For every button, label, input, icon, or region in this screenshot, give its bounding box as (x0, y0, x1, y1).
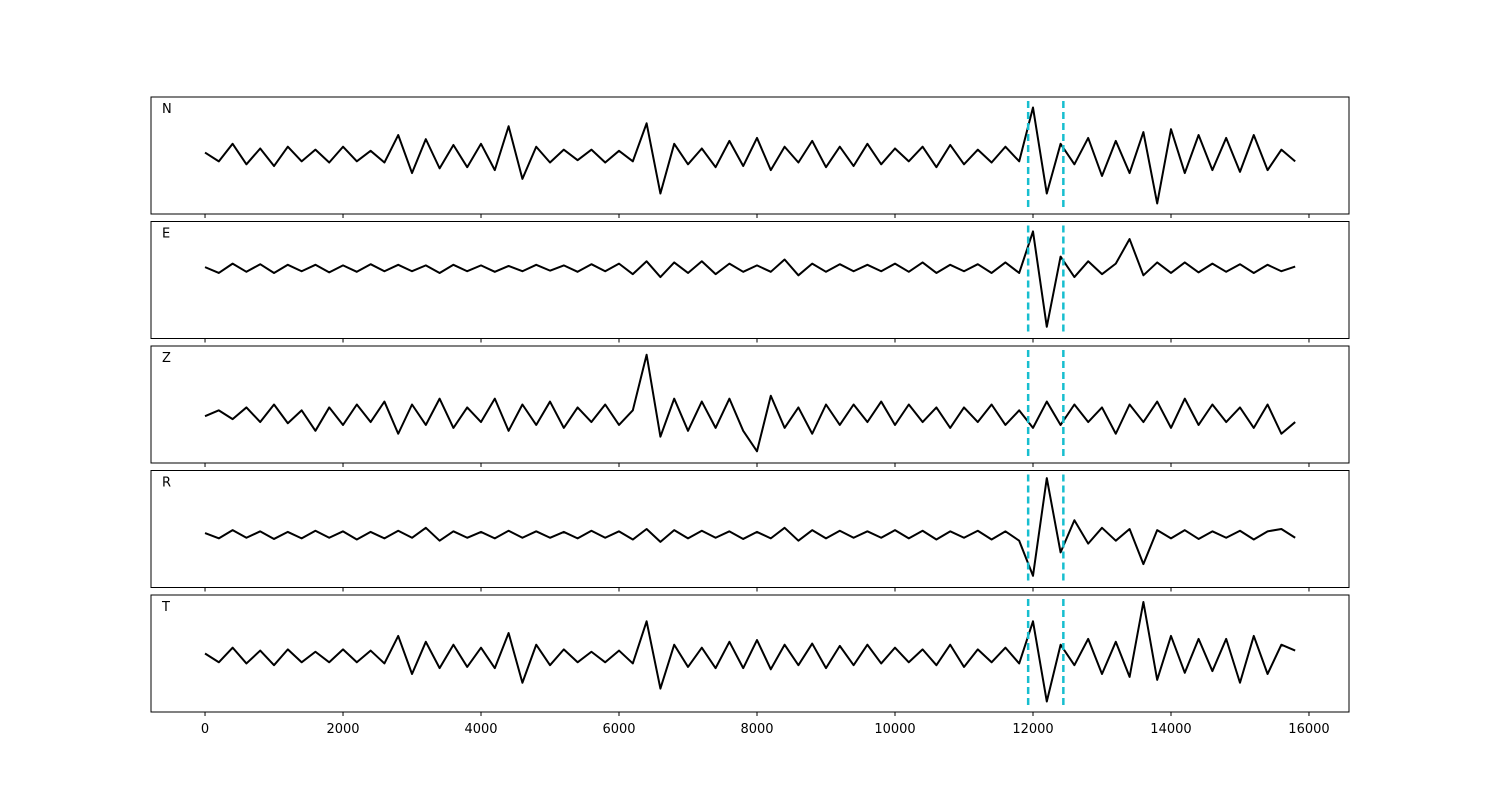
waveform (204, 601, 1296, 703)
panel-label: R (162, 476, 171, 491)
x-tick-label: 0 (201, 722, 209, 737)
panel-label: E (162, 227, 170, 242)
panel-frame (150, 470, 1350, 588)
panel-frame (150, 345, 1350, 464)
waveform (204, 106, 1296, 205)
panel-frame (150, 221, 1350, 339)
panel-label: Z (162, 351, 171, 366)
panel-label: T (161, 600, 170, 615)
x-tick-label: 14000 (1150, 722, 1191, 737)
panel-label: N (162, 102, 172, 117)
waveform (204, 353, 1296, 453)
x-tick-label: 12000 (1012, 722, 1053, 737)
panel-frame (150, 96, 1350, 215)
x-tick-label: 6000 (602, 722, 635, 737)
x-tick-label: 4000 (464, 722, 497, 737)
x-tick-label: 16000 (1288, 722, 1329, 737)
x-tick-label: 10000 (874, 722, 915, 737)
waveform (204, 230, 1296, 328)
x-tick-label: 8000 (740, 722, 773, 737)
x-tick-label: 2000 (326, 722, 359, 737)
waveform (204, 477, 1296, 577)
panel-frame (150, 594, 1350, 713)
